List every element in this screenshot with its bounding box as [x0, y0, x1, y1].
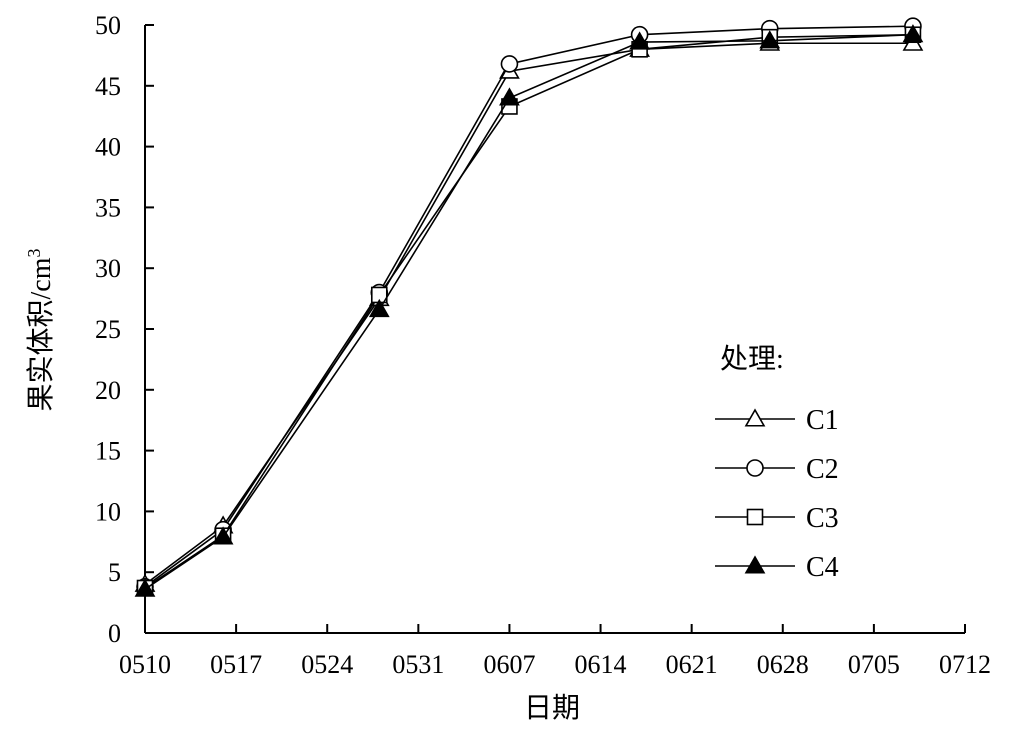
series-line-c1	[144, 42, 913, 586]
x-tick-label: 0621	[666, 650, 718, 679]
legend-item-c4: C4	[715, 552, 839, 583]
data-point-c2	[500, 55, 519, 73]
legend-title: 处理:	[720, 343, 784, 375]
y-tick-label: 35	[95, 193, 121, 222]
y-tick-label: 25	[95, 315, 121, 344]
legend-marker	[746, 459, 764, 477]
data-point-c4	[499, 87, 520, 106]
x-tick-label: 0614	[575, 650, 627, 679]
series-c2	[136, 17, 922, 596]
legend-marker	[744, 555, 766, 574]
data-point-c4	[759, 30, 781, 49]
data-point-c4	[629, 31, 650, 50]
x-tick-label: 0607	[483, 650, 535, 679]
x-tick-label: 0510	[119, 650, 171, 679]
y-tick-label: 5	[108, 558, 121, 587]
legend-item-c1: C1	[715, 405, 839, 436]
data-point-c4	[368, 298, 390, 318]
legend: C1 C2 C3 C4	[715, 405, 839, 583]
data-point-c4	[212, 526, 234, 545]
legend-item-c2: C2	[715, 454, 839, 485]
series-c4	[134, 24, 924, 597]
series-line-c4	[144, 33, 913, 590]
x-tick-label: 0531	[392, 650, 444, 679]
legend-item-c3: C3	[715, 503, 839, 534]
x-tick-label: 0712	[939, 650, 991, 679]
y-tick-label: 15	[95, 437, 121, 466]
x-axis-title: 日期	[524, 693, 580, 724]
series-line-c3	[144, 33, 913, 589]
y-tick-label: 10	[95, 497, 121, 526]
axes	[144, 25, 965, 634]
x-tick-label: 0628	[757, 650, 809, 679]
y-axis-title: 果实体积/cm3	[24, 249, 57, 412]
legend-label: C4	[806, 552, 839, 583]
series-group	[134, 17, 924, 597]
series-line-c2	[144, 25, 913, 588]
series-c3	[136, 26, 922, 597]
x-tick-label: 0524	[301, 650, 353, 679]
y-tick-label: 50	[95, 11, 121, 40]
y-tick-label: 45	[95, 72, 121, 101]
legend-label: C1	[806, 405, 839, 436]
legend-label: C3	[806, 503, 839, 534]
data-point-c4	[134, 578, 156, 597]
data-point-c4	[902, 24, 924, 43]
legend-marker	[746, 508, 764, 526]
x-axis-ticks: 0510 0517 0524 0531 0607 0614 0621 0628 0705 0712	[119, 624, 991, 679]
legend-marker	[744, 408, 766, 427]
x-tick-label: 0517	[210, 650, 262, 679]
y-tick-label: 0	[108, 619, 121, 648]
series-c1	[134, 32, 924, 592]
y-tick-label: 20	[95, 376, 121, 405]
y-tick-label: 30	[95, 254, 121, 283]
y-axis-ticks: 0 5 10 15 20 25 30 35 40 45 50	[95, 11, 154, 648]
y-tick-label: 40	[95, 133, 121, 162]
x-tick-label: 0705	[848, 650, 900, 679]
legend-label: C2	[806, 454, 839, 485]
